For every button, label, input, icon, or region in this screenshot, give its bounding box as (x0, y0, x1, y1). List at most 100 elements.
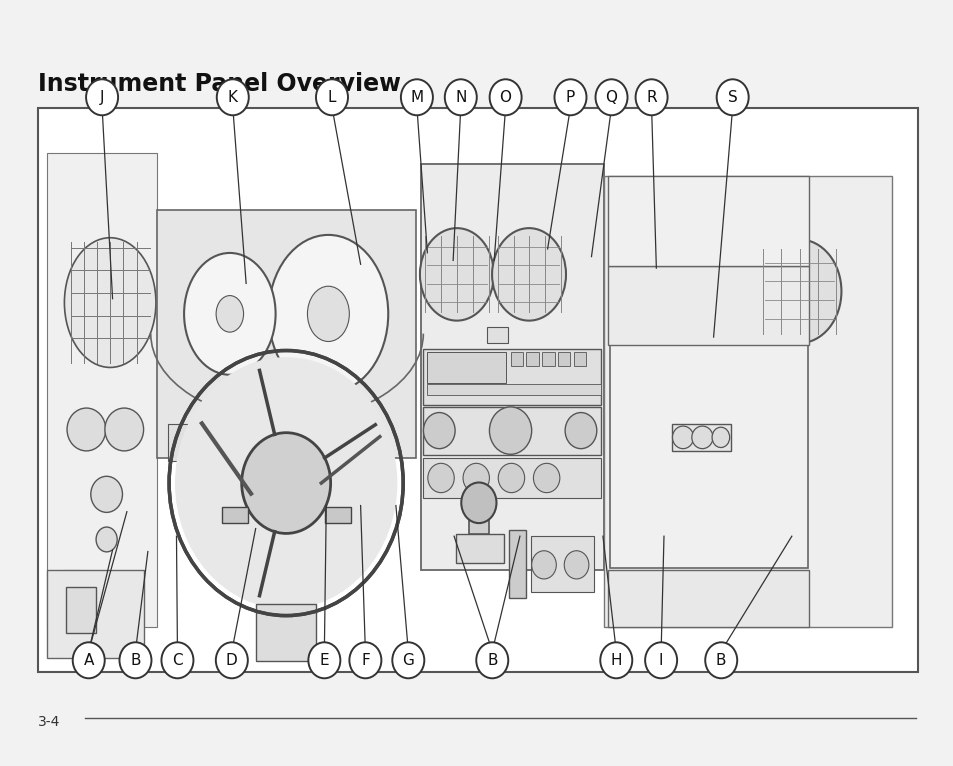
Text: B: B (486, 653, 497, 668)
Ellipse shape (105, 408, 144, 451)
Ellipse shape (91, 476, 122, 512)
Text: H: H (610, 653, 621, 668)
Text: G: G (402, 653, 414, 668)
Ellipse shape (564, 413, 597, 449)
Ellipse shape (216, 296, 243, 332)
Ellipse shape (65, 237, 155, 368)
Bar (427, 385, 600, 394)
Bar (420, 165, 603, 571)
Ellipse shape (444, 80, 476, 115)
Bar (609, 345, 807, 568)
Ellipse shape (315, 80, 348, 115)
Ellipse shape (215, 643, 248, 678)
Ellipse shape (419, 228, 494, 321)
Ellipse shape (216, 80, 249, 115)
Ellipse shape (241, 433, 331, 533)
Bar (530, 535, 594, 592)
Text: C: C (172, 653, 183, 668)
Text: 3-4: 3-4 (38, 715, 60, 729)
Ellipse shape (174, 357, 397, 609)
Bar (510, 352, 522, 366)
Text: E: E (319, 653, 329, 668)
Bar (423, 349, 600, 404)
Bar (526, 352, 538, 366)
Bar (256, 604, 315, 661)
Text: L: L (328, 90, 335, 105)
Text: R: R (645, 90, 657, 105)
Ellipse shape (531, 551, 556, 579)
Ellipse shape (533, 463, 559, 493)
Ellipse shape (672, 426, 693, 449)
Bar (38, 108, 917, 672)
Ellipse shape (86, 80, 118, 115)
Bar (541, 352, 554, 366)
Ellipse shape (497, 463, 524, 493)
Text: I: I (659, 653, 662, 668)
Ellipse shape (492, 228, 565, 321)
Bar (558, 352, 570, 366)
Bar (456, 535, 504, 562)
Bar (221, 507, 247, 523)
Bar (608, 266, 808, 345)
Ellipse shape (184, 253, 275, 375)
Ellipse shape (96, 527, 117, 552)
Text: K: K (228, 90, 237, 105)
Bar (253, 401, 346, 424)
Ellipse shape (644, 643, 677, 678)
Ellipse shape (400, 80, 433, 115)
Bar (66, 588, 96, 633)
Bar (608, 175, 808, 266)
Text: J: J (100, 90, 104, 105)
Bar (324, 507, 350, 523)
Ellipse shape (595, 80, 627, 115)
Ellipse shape (716, 80, 748, 115)
Ellipse shape (349, 643, 381, 678)
Ellipse shape (476, 643, 508, 678)
Ellipse shape (691, 426, 712, 449)
Text: F: F (360, 653, 370, 668)
Ellipse shape (756, 240, 841, 343)
Ellipse shape (392, 643, 424, 678)
Text: O: O (499, 90, 511, 105)
Ellipse shape (635, 80, 667, 115)
Bar (608, 571, 808, 627)
Ellipse shape (423, 413, 455, 449)
Bar (508, 530, 526, 597)
Ellipse shape (462, 463, 489, 493)
Text: Q: Q (605, 90, 617, 105)
Ellipse shape (427, 463, 454, 493)
Ellipse shape (308, 643, 340, 678)
Text: D: D (226, 653, 237, 668)
Ellipse shape (119, 643, 152, 678)
Ellipse shape (161, 643, 193, 678)
Ellipse shape (554, 80, 586, 115)
Text: S: S (727, 90, 737, 105)
Ellipse shape (599, 643, 632, 678)
Bar (469, 506, 488, 535)
Ellipse shape (67, 408, 106, 451)
Ellipse shape (307, 286, 349, 342)
Ellipse shape (489, 80, 521, 115)
Text: B: B (130, 653, 141, 668)
Text: Instrument Panel Overview: Instrument Panel Overview (38, 72, 400, 96)
Bar (63, 571, 80, 638)
Bar (156, 210, 416, 457)
Ellipse shape (461, 483, 496, 523)
Text: N: N (455, 90, 466, 105)
Text: M: M (410, 90, 423, 105)
Bar (423, 407, 600, 455)
Bar (47, 153, 156, 627)
Bar (168, 424, 275, 460)
Bar (603, 175, 891, 627)
Ellipse shape (489, 407, 531, 454)
Bar (486, 327, 507, 342)
Bar (47, 571, 144, 658)
Ellipse shape (72, 643, 105, 678)
Ellipse shape (269, 235, 388, 393)
Text: A: A (84, 653, 93, 668)
Text: B: B (715, 653, 726, 668)
Bar (671, 424, 731, 451)
Bar (574, 352, 586, 366)
Text: P: P (565, 90, 575, 105)
Ellipse shape (711, 427, 729, 447)
